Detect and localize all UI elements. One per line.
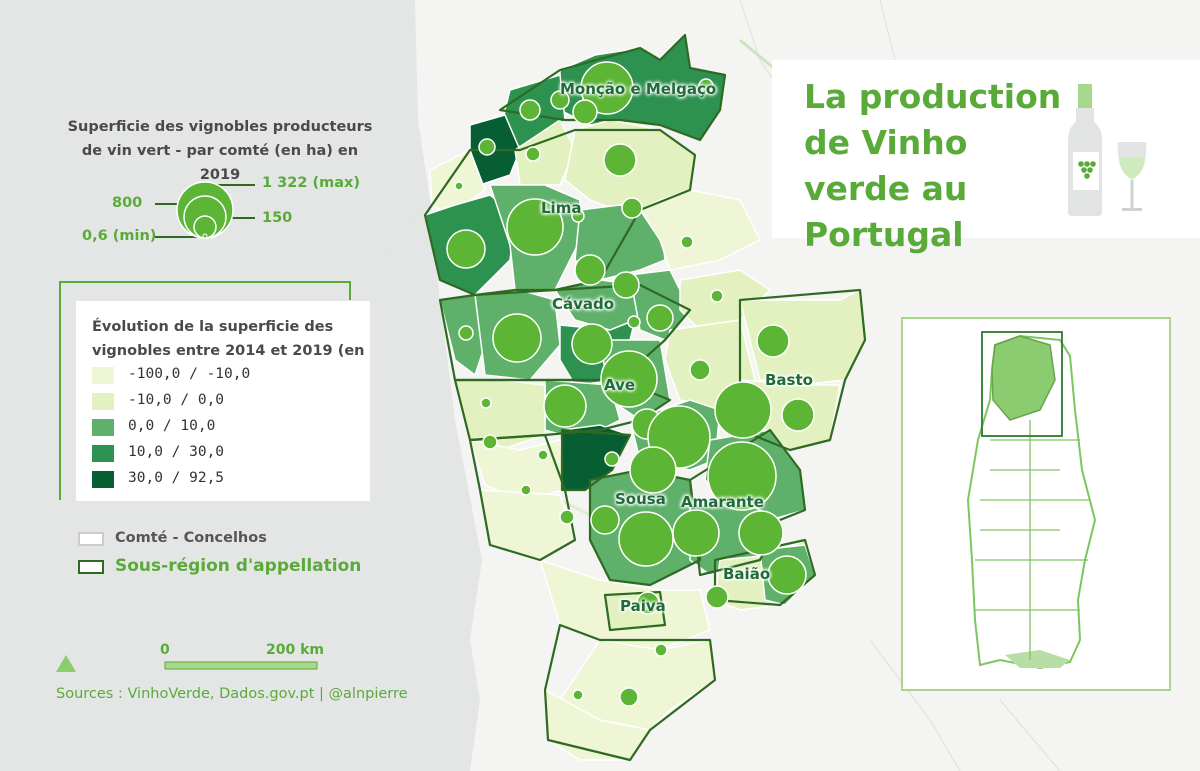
inset-south (1005, 650, 1070, 668)
size-legend-mid: 800 (112, 195, 143, 211)
legend-swatch (92, 445, 114, 462)
inset-portugal (966, 334, 1097, 670)
region-label: Cávado (552, 295, 615, 313)
size-legend-max: 1 322 (max) (262, 175, 360, 191)
legend-counties-label: Comté - Concelhos (115, 530, 267, 546)
title-card: La production de Vinho verde au Portugal (772, 60, 1200, 254)
wine-glass-icon (1117, 142, 1147, 211)
size-legend-min: 0,6 (min) (82, 228, 157, 244)
subregion-swatch (78, 560, 104, 574)
legend-subregion-label: Sous-région d'appellation (115, 556, 362, 576)
counties-swatch (78, 532, 104, 546)
legend-class-label: -100,0 / -10,0 (128, 366, 251, 382)
size-legend-title: Superficie des vignobles producteurs de … (67, 119, 373, 183)
inset-map (901, 317, 1171, 691)
subregion-outlines (423, 33, 867, 762)
size-legend-graphic (155, 181, 255, 239)
region-label: Paiva (620, 597, 666, 615)
size-legend-small: 150 (262, 210, 293, 226)
region-label: Ave (604, 376, 636, 394)
legend-class-label: 10,0 / 30,0 (128, 444, 225, 460)
region-label: Monção e Melgaço (560, 80, 717, 98)
map-title: La production de Vinho verde au Portugal (804, 77, 1062, 254)
legend-class-label: 0,0 / 10,0 (128, 418, 216, 434)
concelho (638, 189, 762, 271)
scale-bar (164, 661, 318, 670)
logo-triangle (56, 655, 76, 672)
wine-bottle-icon (1068, 84, 1102, 216)
legend-swatch (92, 471, 114, 488)
legend-swatch (92, 367, 114, 384)
inset-focus-box (981, 331, 1063, 437)
region-label: Lima (541, 199, 582, 217)
region-label: Basto (765, 371, 813, 389)
scale-end: 200 km (266, 642, 324, 658)
choropleth-legend: Évolution de la superficie des vignobles… (76, 301, 370, 501)
production-bubbles (446, 61, 815, 707)
legend-frame (59, 281, 351, 300)
inset-region (991, 335, 1056, 421)
scale-start: 0 (160, 642, 170, 658)
source-credit: Sources : VinhoVerde, Dados.gov.pt | @al… (56, 686, 408, 702)
legend-swatch (92, 393, 114, 410)
legend-class-label: 30,0 / 92,5 (128, 470, 225, 486)
legend-swatch (92, 419, 114, 436)
legend-class-label: -10,0 / 0,0 (128, 392, 225, 408)
region-label: Amarante (681, 493, 764, 511)
region-label: Baião (723, 565, 771, 583)
region-label: Sousa (615, 490, 666, 508)
